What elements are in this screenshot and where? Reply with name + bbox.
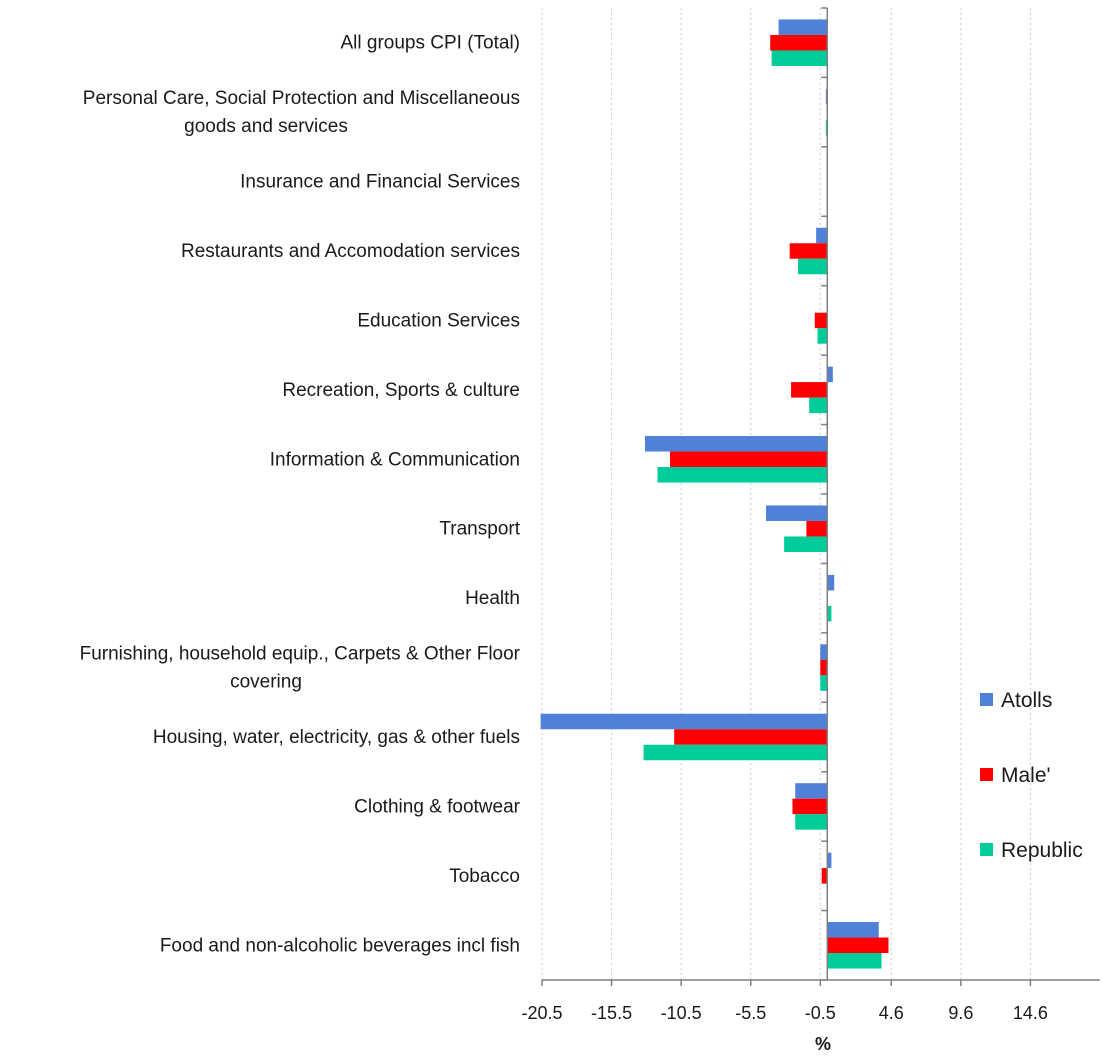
bar-republic bbox=[771, 50, 828, 66]
category-label: Education Services bbox=[357, 310, 520, 331]
legend: Atolls Male' Republic bbox=[980, 689, 1083, 862]
bar-atolls bbox=[827, 574, 835, 591]
x-axis-label: % bbox=[815, 1034, 831, 1054]
category-labels: All groups CPI (Total) Personal Care, Soc… bbox=[80, 33, 521, 957]
bar-atolls bbox=[827, 852, 832, 869]
bar-republic bbox=[817, 328, 828, 344]
x-tick-label: 4.6 bbox=[879, 1003, 904, 1023]
x-tick-label: 14.6 bbox=[1013, 1003, 1048, 1023]
category-label: Restaurants and Accomodation services bbox=[181, 241, 520, 262]
category-label: Tobacco bbox=[449, 866, 520, 887]
axes bbox=[541, 7, 1100, 986]
bar-male bbox=[670, 451, 828, 468]
legend-label: Male' bbox=[1001, 764, 1051, 787]
category-label: Clothing & footwear bbox=[354, 796, 520, 817]
legend-label: Republic bbox=[1001, 839, 1083, 862]
bar-male bbox=[827, 937, 889, 954]
bar-male bbox=[806, 520, 828, 537]
bar-male bbox=[789, 243, 828, 259]
grid-lines bbox=[541, 8, 1031, 980]
bar-republic bbox=[798, 258, 828, 275]
bar-male bbox=[820, 659, 828, 676]
x-tick-label: 9.6 bbox=[948, 1003, 973, 1023]
bar-atolls bbox=[820, 644, 828, 660]
bar-republic bbox=[809, 397, 828, 414]
legend-swatch bbox=[980, 768, 993, 781]
category-label: Housing, water, electricity, gas & other… bbox=[153, 727, 520, 748]
legend-swatch bbox=[980, 693, 993, 706]
category-label: Recreation, Sports & culture bbox=[282, 380, 520, 401]
bar-atolls bbox=[644, 436, 828, 452]
category-label: Information & Communication bbox=[270, 449, 520, 470]
legend-swatch bbox=[980, 843, 993, 856]
bar-male bbox=[814, 312, 828, 329]
category-label: Health bbox=[465, 588, 520, 609]
x-tick-labels: -20.5 -15.5 -10.5 -5.5 -0.5 4.6 9.6 14.6 bbox=[521, 1003, 1047, 1023]
bar-male bbox=[821, 868, 828, 884]
bar-male bbox=[674, 729, 828, 745]
legend-label: Atolls bbox=[1001, 689, 1052, 712]
bar-republic bbox=[784, 536, 828, 552]
bar-atolls bbox=[827, 922, 879, 938]
x-tick-label: -10.5 bbox=[661, 1003, 702, 1023]
category-label: goods and services bbox=[184, 116, 348, 137]
bar-atolls bbox=[778, 19, 828, 35]
bar-atolls bbox=[795, 783, 828, 799]
bars bbox=[540, 19, 889, 969]
x-tick-label: -20.5 bbox=[521, 1003, 562, 1023]
category-label: Transport bbox=[439, 519, 520, 540]
category-label: Furnishing, household equip., Carpets & … bbox=[80, 644, 521, 665]
bar-male bbox=[770, 34, 828, 51]
bar-atolls bbox=[816, 227, 828, 244]
bar-republic bbox=[820, 675, 828, 691]
bar-atolls bbox=[827, 366, 833, 383]
x-tick-label: -0.5 bbox=[805, 1003, 836, 1023]
category-label: Personal Care, Social Protection and Mis… bbox=[83, 88, 520, 109]
bar-male bbox=[792, 798, 828, 815]
category-label: All groups CPI (Total) bbox=[340, 33, 520, 54]
x-tick-label: -5.5 bbox=[735, 1003, 766, 1023]
bar-atolls bbox=[766, 505, 828, 521]
bar-atolls bbox=[540, 713, 828, 730]
bar-republic bbox=[643, 744, 828, 761]
bar-male bbox=[791, 382, 828, 398]
bar-republic bbox=[795, 814, 828, 830]
x-tick-label: -15.5 bbox=[591, 1003, 632, 1023]
bar-republic bbox=[657, 467, 828, 483]
bar-republic bbox=[827, 605, 832, 622]
category-label: Insurance and Financial Services bbox=[240, 172, 520, 193]
bar-republic bbox=[827, 953, 882, 969]
category-label: covering bbox=[230, 672, 302, 693]
category-label: Food and non-alcoholic beverages incl fi… bbox=[160, 935, 520, 956]
